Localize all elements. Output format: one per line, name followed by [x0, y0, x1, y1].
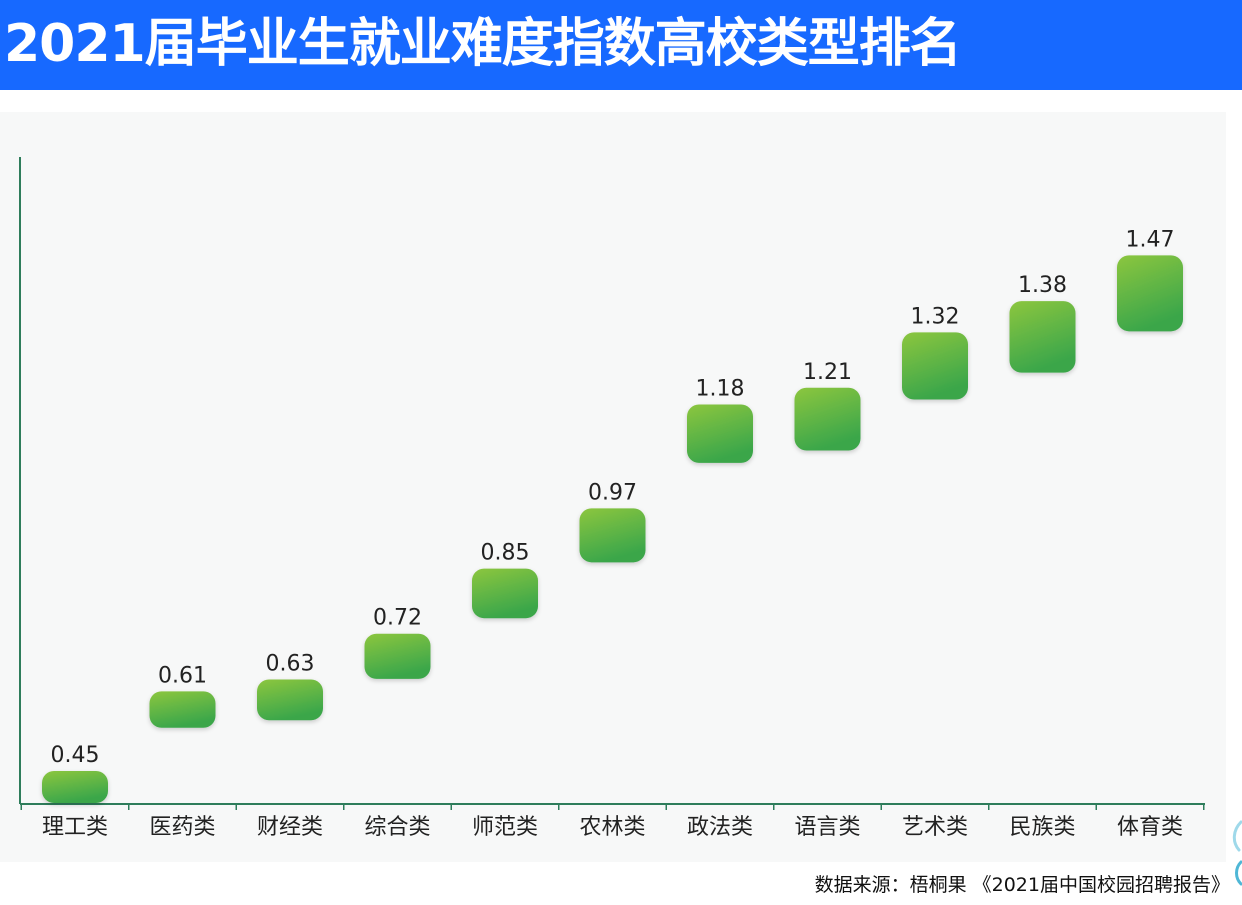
x-axis-category-label: 农林类: [579, 815, 645, 840]
page-title: 2021届毕业生就业难度指数高校类型排名: [4, 14, 962, 74]
decorative-swirl-icon: [1232, 820, 1242, 886]
bar-7: [687, 404, 753, 463]
bar-value-label: 1.47: [1126, 227, 1175, 252]
chart-panel: 0.45 0.61 0.63 0.72 0.85 0.97 1.18 1.21 1.32 1.38…: [0, 112, 1226, 862]
bar-value-label: 1.18: [696, 376, 745, 401]
bar-2: [149, 691, 216, 728]
bar-value-label: 0.45: [51, 743, 100, 768]
bar-3: [257, 679, 323, 721]
x-axis-category-label: 医药类: [149, 815, 215, 840]
bar-9: [902, 332, 968, 400]
x-axis-category-label: 语言类: [794, 815, 860, 840]
bar-value-label: 1.38: [1018, 273, 1067, 298]
bar-value-label: 0.72: [373, 606, 422, 631]
x-axis-category-label: 师范类: [472, 815, 538, 840]
data-source-note: 数据来源：梧桐果 《2021届中国校园招聘报告》: [814, 874, 1230, 896]
x-axis-category-label: 财经类: [257, 815, 323, 840]
x-axis-category-label: 民族类: [1009, 815, 1075, 840]
bar-8: [794, 387, 861, 451]
bar-value-label: 0.63: [266, 651, 315, 676]
x-axis-category-label: 综合类: [364, 815, 430, 840]
title-bar: 2021届毕业生就业难度指数高校类型排名: [0, 0, 1242, 90]
x-axis-category-label: 政法类: [687, 815, 753, 840]
bar-4: [364, 633, 431, 679]
bar-value-label: 0.85: [481, 541, 530, 566]
x-axis-category-label: 艺术类: [902, 815, 968, 840]
bar-value-label: 0.97: [588, 480, 637, 505]
x-axis-category-label: 理工类: [42, 815, 108, 840]
chart: 0.45 0.61 0.63 0.72 0.85 0.97 1.18 1.21 1.32 1.38…: [19, 157, 1205, 840]
x-axis-category-label: 体育类: [1117, 815, 1183, 840]
bar-6: [579, 508, 646, 563]
bar-value-label: 1.21: [803, 360, 852, 385]
bar-5: [472, 568, 538, 619]
bar-10: [1009, 301, 1076, 373]
bar-1: [42, 771, 108, 803]
bar-value-label: 0.61: [158, 663, 207, 688]
bar-11: [1117, 255, 1183, 332]
bar-value-label: 1.32: [911, 304, 960, 329]
